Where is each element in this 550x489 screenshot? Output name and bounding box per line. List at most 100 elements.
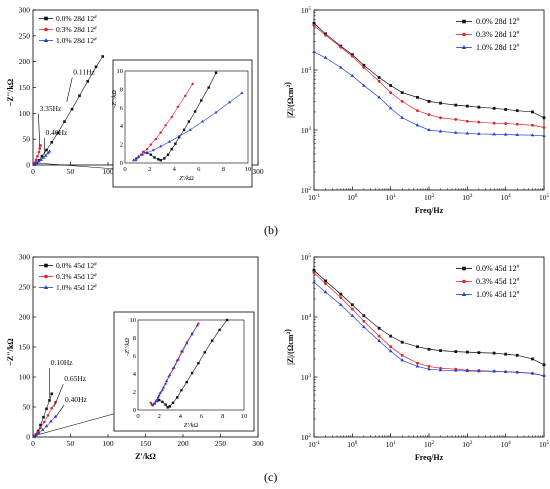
data-point: [416, 95, 419, 99]
x-axis-label: Freq/Hz: [415, 206, 444, 215]
inset-data-point: [151, 148, 155, 152]
data-point: [362, 83, 366, 87]
y-tick-label: 100: [19, 109, 31, 118]
legend-marker: [43, 285, 49, 289]
y-axis-label: −Z''/kΩ: [6, 78, 15, 106]
inset-x-tick-label: 6: [197, 166, 201, 173]
x-tick-label: 102: [424, 193, 435, 202]
data-point: [377, 79, 381, 83]
data-point: [44, 424, 49, 428]
y-tick-label: 102: [301, 186, 312, 195]
data-point: [42, 420, 46, 424]
data-point: [312, 271, 316, 274]
inset-data-point: [185, 380, 188, 384]
y-tick-label: 300: [19, 253, 31, 262]
data-point: [324, 279, 327, 283]
data-point: [362, 314, 366, 318]
y-tick-label: 250: [19, 31, 31, 40]
x-tick-label: 300: [252, 167, 264, 176]
data-point: [40, 154, 44, 158]
data-point: [37, 430, 41, 434]
data-point: [46, 151, 50, 155]
y-tick-label: 200: [19, 57, 31, 66]
inset-box: [113, 311, 255, 432]
y-tick-label: 100: [19, 373, 31, 382]
inset-y-tick-label: 6: [133, 353, 137, 360]
y-tick-label: 102: [301, 433, 312, 442]
x-tick-label: 250: [215, 439, 227, 448]
inset-data-point: [161, 385, 166, 389]
y-tick-label: 103: [301, 126, 312, 135]
data-point: [47, 149, 52, 153]
legend-marker: [43, 38, 49, 42]
chart-nyquist-28d: 050100150200250300050100150200250300Z'/k…: [6, 6, 264, 190]
series-line: [313, 25, 545, 128]
data-point: [477, 369, 481, 373]
inset-data-point: [182, 128, 186, 132]
inset-y-tick-label: 2: [133, 389, 136, 396]
data-point: [477, 105, 481, 109]
inset-data-point: [159, 159, 162, 162]
inset-y-tick-label: 4: [133, 371, 137, 378]
data-point: [48, 399, 51, 402]
inset-data-point: [197, 322, 200, 325]
data-point: [416, 345, 419, 349]
data-point: [400, 340, 404, 344]
data-point: [324, 282, 327, 286]
data-point: [416, 361, 419, 365]
legend-marker: [44, 274, 48, 279]
data-point: [400, 353, 404, 357]
inset-data-point: [211, 339, 214, 342]
x-tick-label: 50: [67, 167, 75, 176]
data-point: [78, 94, 81, 98]
x-tick-label: 10-1: [308, 440, 320, 449]
data-point: [41, 155, 46, 159]
x-tick-label: 103: [462, 193, 473, 202]
x-axis-label: Z'/kΩ: [135, 452, 156, 461]
data-point: [34, 158, 38, 162]
inset-data-point: [154, 137, 157, 141]
legend-label: 0.3% 45d 12#: [56, 272, 97, 281]
data-point: [362, 66, 366, 69]
panel-label-b: (b): [264, 223, 278, 237]
data-point: [338, 65, 343, 69]
data-point: [389, 84, 393, 87]
data-point: [42, 415, 45, 419]
legend-label: 0.0% 45d 12#: [476, 264, 520, 273]
data-point: [377, 95, 381, 99]
data-point: [70, 107, 74, 111]
inset-data-point: [176, 357, 180, 361]
inset-data-point: [158, 391, 162, 394]
x-tick-label: 100: [347, 193, 358, 202]
data-point: [427, 347, 431, 351]
data-point: [504, 122, 508, 125]
data-point: [427, 113, 431, 117]
data-point: [531, 357, 534, 361]
data-point: [49, 419, 53, 423]
y-axis-label: −Z''/kΩ: [6, 338, 15, 366]
annotation-label: 0.11Hz: [73, 68, 95, 77]
data-point: [37, 159, 41, 163]
inset-data-point: [197, 362, 200, 365]
x-tick-label: 0: [31, 439, 35, 448]
data-point: [362, 319, 366, 323]
data-point: [350, 53, 354, 57]
data-point: [338, 302, 343, 306]
legend-marker: [461, 45, 467, 49]
y-axis-label: |Z|/(Ωcm2): [283, 329, 295, 365]
data-point: [465, 350, 469, 354]
data-point: [32, 162, 36, 166]
annotation-arrow: [38, 113, 41, 148]
y-axis-label: |Z|/(Ωcm2): [283, 82, 295, 118]
data-point: [427, 365, 431, 368]
data-point: [101, 55, 105, 58]
data-point: [388, 106, 393, 110]
data-point: [542, 373, 546, 377]
inset-x-tick-label: 8: [222, 166, 225, 173]
inset-data-point: [145, 151, 149, 154]
inset-data-point: [170, 148, 173, 151]
data-point: [400, 99, 404, 103]
inset-data-point: [157, 158, 160, 161]
inset-x-tick-label: 8: [221, 413, 224, 420]
data-point: [530, 133, 535, 137]
